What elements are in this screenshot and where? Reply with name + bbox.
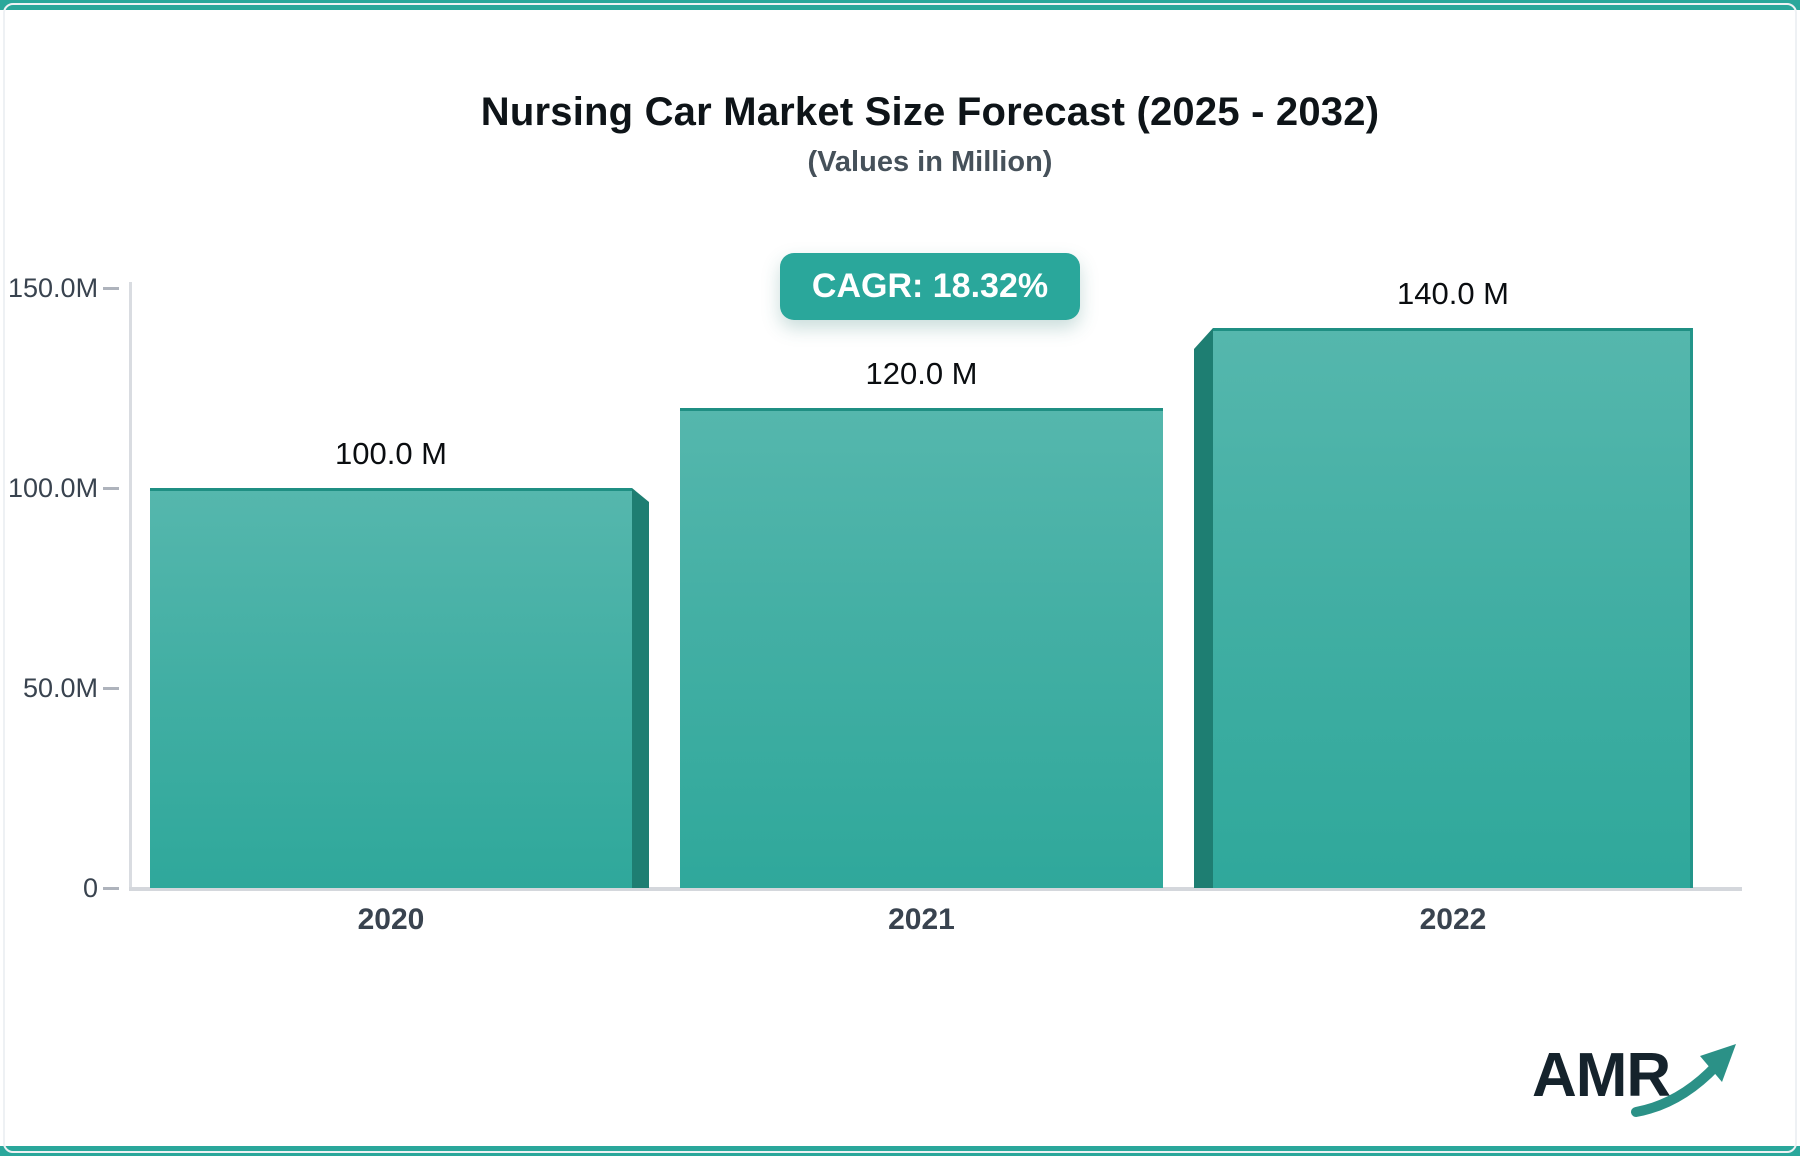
y-tick-label-100: 100.0M xyxy=(8,473,99,503)
bar-2020 xyxy=(150,488,632,888)
y-tick-mark xyxy=(103,687,119,690)
x-tick-label-2021: 2021 xyxy=(888,903,955,936)
chart-title: Nursing Car Market Size Forecast (2025 -… xyxy=(480,90,1380,134)
x-tick-label-2022: 2022 xyxy=(1419,903,1487,936)
bottom-accent-bar xyxy=(0,1146,1800,1156)
y-tick-label-50: 50.0M xyxy=(22,673,98,703)
y-tick-label-0: 0 xyxy=(82,873,98,903)
bar-2022-3d-side xyxy=(1194,328,1213,888)
bar-2020-3d-side xyxy=(632,488,649,888)
cagr-badge-container: CAGR: 18.32% xyxy=(60,253,1800,320)
bar-2022 xyxy=(1213,328,1693,888)
y-axis-line xyxy=(129,282,132,891)
y-tick-mark xyxy=(103,487,119,490)
chart-subtitle: (Values in Million) xyxy=(807,146,1053,178)
amr-logo: AMR xyxy=(1532,1040,1762,1130)
top-accent-bar xyxy=(0,0,1800,10)
bar-2021 xyxy=(680,408,1163,888)
growth-arrow-icon xyxy=(1631,1044,1736,1117)
amr-logo-text: AMR xyxy=(1532,1041,1671,1110)
bar-value-2021: 120.0 M xyxy=(865,356,978,391)
x-tick-label-2020: 2020 xyxy=(357,903,425,936)
x-axis-line xyxy=(129,887,1742,891)
bar-value-2020: 100.0 M xyxy=(334,436,447,471)
y-tick-label-150: 150.0M xyxy=(8,273,99,303)
bar-value-2022: 140.0 M xyxy=(1396,276,1509,311)
y-tick-mark xyxy=(103,887,119,890)
y-tick-mark xyxy=(103,287,119,290)
cagr-badge: CAGR: 18.32% xyxy=(779,253,1081,320)
